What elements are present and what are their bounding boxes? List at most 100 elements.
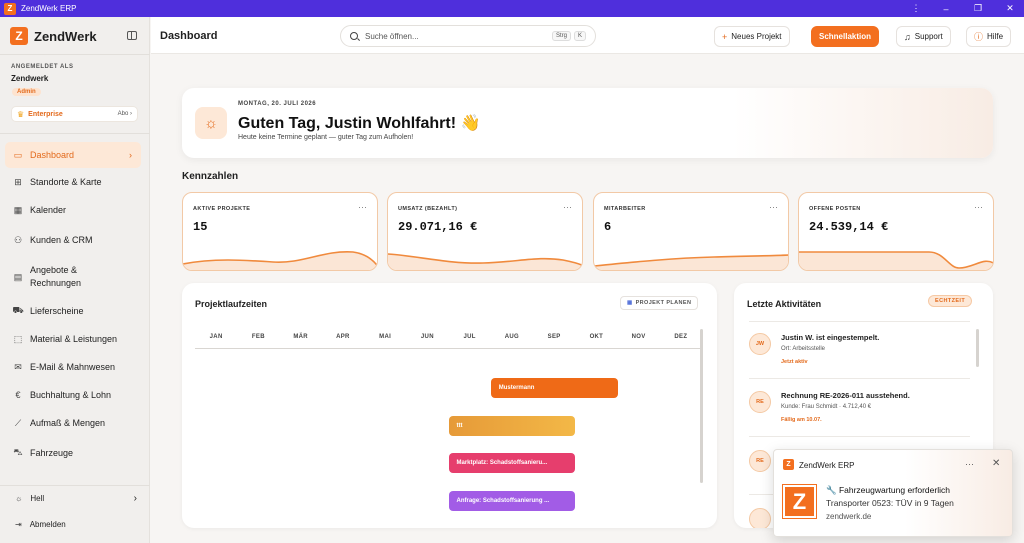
activity-item[interactable]: JW Justin W. ist eingestempelt. Ort: Arb… <box>749 333 974 373</box>
month-label: OKT <box>589 334 604 340</box>
close-icon[interactable]: ✕ <box>992 458 1001 469</box>
toast-title: 🔧 Fahrzeugwartung erforderlich <box>826 485 950 495</box>
timeline-months: JAN FEB MÄR APR MAI JUN JUL AUG SEP OKT NOV DEZ <box>195 334 702 350</box>
brand[interactable]: Z ZendWerk <box>10 27 97 45</box>
scrollbar[interactable] <box>700 329 703 483</box>
kpi-label: AKTIVE PROJEKTE <box>193 206 251 212</box>
welcome-greeting: Guten Tag, Justin Wohlfahrt! 👋 <box>238 115 481 132</box>
calendar-icon: ▦ <box>13 204 23 215</box>
sidebar-item-email[interactable]: ✉ E-Mail & Mahnwesen <box>5 361 141 373</box>
support-button[interactable]: ♫ Support <box>896 26 951 47</box>
notification-toast[interactable]: Z ZendWerk ERP ··· ✕ Z 🔧 Fahrzeugwartung… <box>773 449 1013 537</box>
kpi-sparkline <box>388 253 582 270</box>
divider <box>749 321 970 322</box>
logout-button[interactable]: ⇥ Abmelden <box>5 520 141 529</box>
plan-name: Enterprise <box>28 110 63 118</box>
app-logo-icon: Z <box>4 2 16 15</box>
activity-subtitle: Ort: Arbeitsstelle <box>781 346 826 352</box>
shortcut-key: K <box>573 31 586 41</box>
sidebar-item-vehicles[interactable]: ⛍ Fahrzeuge <box>5 447 141 458</box>
calendar-icon: ▦ <box>627 300 633 306</box>
avatar: JW <box>749 333 771 355</box>
sidebar-item-label: Dashboard <box>30 150 75 160</box>
page-title: Dashboard <box>160 30 218 42</box>
plus-icon: + <box>722 31 728 42</box>
timeline-bar[interactable]: Marktplatz: Schadstoffsanieru... <box>448 453 576 473</box>
sidebar: Z ZendWerk ANGEMELDET ALS Zendwerk Admin… <box>0 17 150 543</box>
truck-icon: ⛟ <box>12 305 24 315</box>
month-label: SEP <box>547 334 561 340</box>
quick-action-label: Schnellaktion <box>819 32 872 41</box>
new-project-button[interactable]: + Neues Projekt <box>714 26 790 47</box>
kpi-label: OFFENE POSTEN <box>809 206 861 212</box>
timeline-axis-line <box>195 348 702 349</box>
brand-logo-icon: Z <box>10 27 28 45</box>
timeline-bar[interactable]: Mustermann <box>490 378 618 398</box>
sidebar-item-label: Fahrzeuge <box>30 448 74 458</box>
chevron-right-icon: › <box>133 493 137 504</box>
support-label: Support <box>914 32 943 41</box>
sidebar-item-measurements[interactable]: ⟋ Aufmaß & Mengen <box>5 418 141 429</box>
sidebar-item-materials[interactable]: ⬚ Material & Leistungen <box>5 333 141 345</box>
sun-icon: ☼ <box>15 494 23 503</box>
sidebar-item-dashboard[interactable]: ▭ Dashboard › <box>5 142 141 168</box>
window-menu-button[interactable]: ⋮ <box>911 3 921 13</box>
timeline-bar[interactable]: ttt <box>448 415 576 436</box>
sidebar-item-accounting[interactable]: € Buchhaltung & Lohn <box>5 390 141 400</box>
month-label: JAN <box>209 334 223 340</box>
window-minimize-button[interactable]: – <box>943 3 949 14</box>
sidebar-item-invoices[interactable]: ▤ Angebote & Rechnungen <box>5 264 105 290</box>
crown-icon: ♛ <box>17 109 25 119</box>
activity-meta: Jetzt aktiv <box>781 359 808 365</box>
more-icon[interactable]: ··· <box>358 202 367 212</box>
window-restore-button[interactable]: ❐ <box>973 3 983 13</box>
month-label: MÄR <box>293 334 308 340</box>
card-title: Letzte Aktivitäten <box>747 299 822 309</box>
chevron-right-icon: › <box>129 150 132 160</box>
app-logo-icon: Z <box>783 459 794 470</box>
theme-toggle[interactable]: ☼ Hell › <box>5 493 141 504</box>
kpi-card-open-items[interactable]: OFFENE POSTEN ··· 24.539,14 € <box>798 192 994 271</box>
subscription-link[interactable]: Abo › <box>117 111 132 117</box>
plan-card[interactable]: ♛ Enterprise Abo › <box>11 106 138 122</box>
sidebar-collapse-icon[interactable] <box>127 31 137 40</box>
search-icon <box>350 32 358 40</box>
sidebar-item-label: Angebote & Rechnungen <box>30 265 82 288</box>
toast-app-name: ZendWerk ERP <box>799 461 855 470</box>
scrollbar[interactable] <box>976 329 979 367</box>
timeline-bar[interactable]: Anfrage: Schadstoffsanierung ... <box>448 490 576 511</box>
divider <box>0 54 150 55</box>
more-icon[interactable]: ··· <box>563 202 572 212</box>
sidebar-item-delivery-notes[interactable]: ⛟ Lieferscheine <box>5 305 141 316</box>
plan-project-button[interactable]: ▦ PROJEKT PLANEN <box>620 296 699 310</box>
more-icon[interactable]: ··· <box>974 202 983 212</box>
mail-icon: ✉ <box>14 361 22 372</box>
package-icon: ⬚ <box>13 333 23 344</box>
kpi-card-active-projects[interactable]: AKTIVE PROJEKTE ··· 15 <box>182 192 378 271</box>
kpi-card-employees[interactable]: MITARBEITER ··· 6 <box>593 192 789 271</box>
month-label: MAI <box>379 334 392 340</box>
role-badge: Admin <box>12 88 41 96</box>
window-titlebar: Z ZendWerk ERP ⋮ – ❐ ✕ <box>0 0 1024 17</box>
sidebar-item-calendar[interactable]: ▦ Kalender <box>5 204 141 216</box>
search-input[interactable]: Suche öffnen... Strg K <box>340 25 596 47</box>
activity-item[interactable] <box>749 508 974 528</box>
kpi-card-revenue[interactable]: UMSATZ (BEZAHLT) ··· 29.071,16 € <box>387 192 583 271</box>
activity-item[interactable]: RE Rechnung RE-2026-011 ausstehend. Kund… <box>749 391 974 431</box>
kpi-value: 15 <box>193 220 208 234</box>
kpi-sparkline <box>594 254 788 270</box>
sidebar-item-label: Aufmaß & Mengen <box>30 418 106 428</box>
help-icon: ⓘ <box>974 32 984 42</box>
sidebar-item-crm[interactable]: ⚇ Kunden & CRM <box>5 234 141 246</box>
help-label: Hilfe <box>987 32 1004 41</box>
more-icon[interactable]: ··· <box>769 202 778 212</box>
users-icon: ⚇ <box>13 234 23 245</box>
more-icon[interactable]: ··· <box>965 459 974 469</box>
window-close-button[interactable]: ✕ <box>1006 3 1014 13</box>
help-button[interactable]: ⓘ Hilfe <box>966 26 1012 47</box>
kpi-sparkline <box>183 251 377 270</box>
activity-item[interactable]: RE <box>749 450 974 490</box>
sidebar-item-locations[interactable]: ⊞ Standorte & Karte <box>5 177 141 188</box>
shortcut-key: Strg <box>551 31 571 41</box>
quick-action-button[interactable]: Schnellaktion <box>811 26 880 47</box>
